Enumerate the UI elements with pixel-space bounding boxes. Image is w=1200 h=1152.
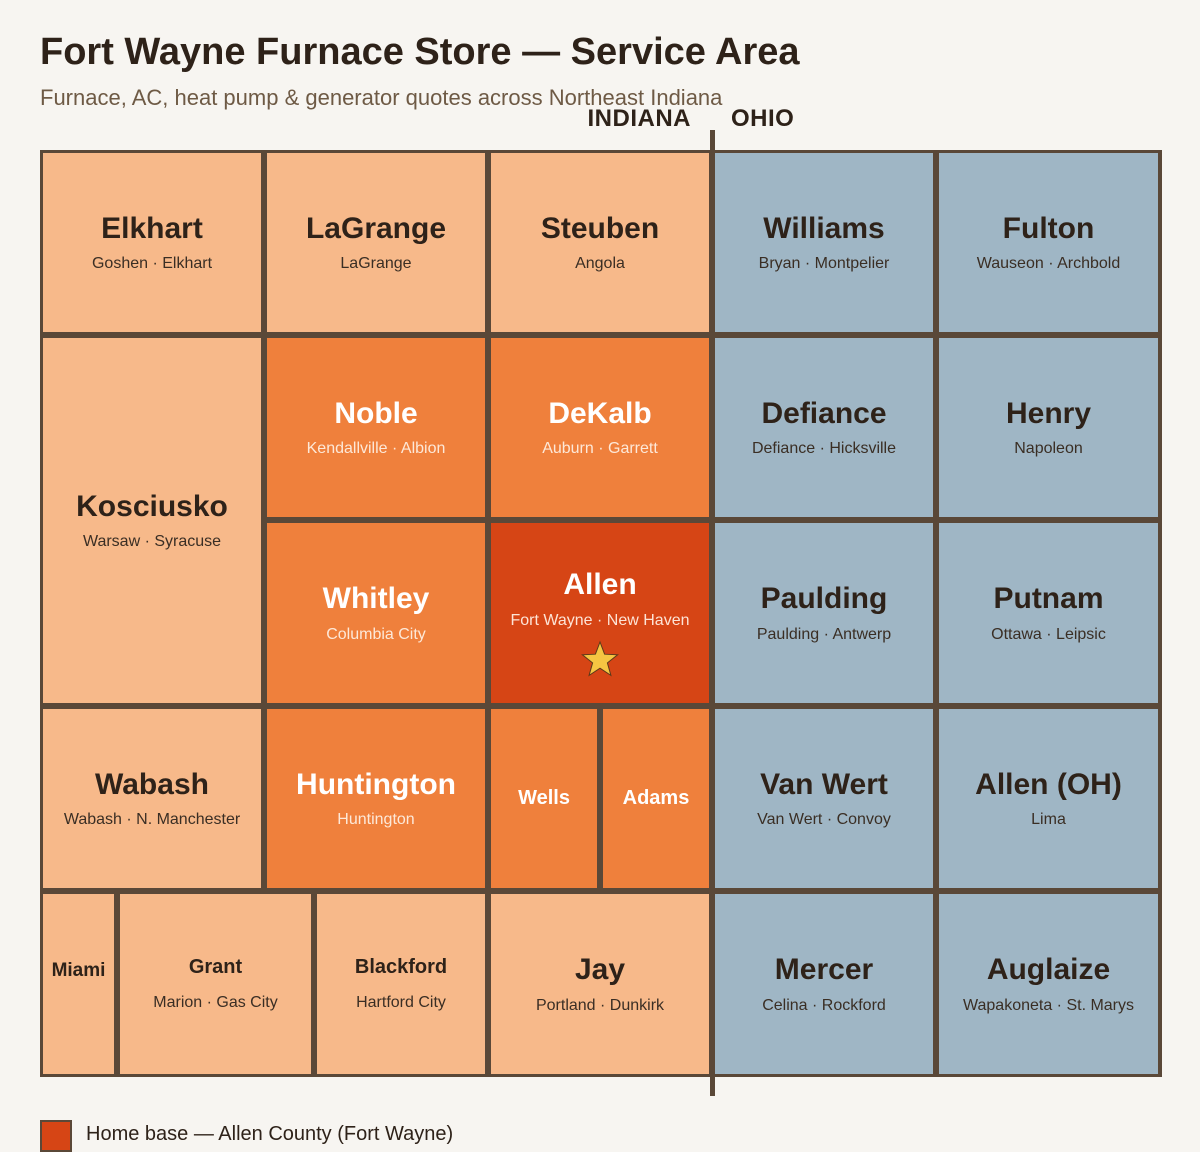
county-name: Mercer	[774, 953, 874, 987]
county-putnam[interactable]: Putnam Ottawa · Leipsic	[939, 523, 1158, 703]
county-mercer[interactable]: Mercer Celina · Rockford	[715, 894, 933, 1074]
page-title: Fort Wayne Furnace Store — Service Area	[40, 31, 800, 73]
county-towns: Kendallville · Albion	[306, 440, 446, 458]
county-name: Wells	[518, 787, 570, 809]
county-towns: Columbia City	[326, 625, 426, 643]
county-van-wert[interactable]: Van Wert Van Wert · Convoy	[715, 709, 933, 888]
county-huntington[interactable]: Huntington Huntington	[267, 709, 485, 888]
county-dekalb[interactable]: DeKalb Auburn · Garrett	[491, 338, 709, 517]
county-towns: Warsaw · Syracuse	[82, 533, 222, 551]
county-blackford[interactable]: Blackford Hartford City	[317, 894, 485, 1074]
county-grant[interactable]: Grant Marion · Gas City	[120, 894, 311, 1074]
county-name: Defiance	[761, 396, 887, 430]
county-defiance[interactable]: Defiance Defiance · Hicksville	[715, 338, 933, 517]
county-name: Allen	[563, 568, 637, 602]
county-name: Henry	[1005, 396, 1092, 430]
page-subtitle: Furnace, AC, heat pump & generator quote…	[40, 85, 723, 110]
county-towns: Portland · Dunkirk	[535, 996, 665, 1014]
county-towns: Auburn · Garrett	[542, 440, 658, 458]
county-name: Grant	[188, 955, 243, 978]
county-name: Adams	[622, 787, 690, 809]
county-kosciusko[interactable]: Kosciusko Warsaw · Syracuse	[43, 338, 261, 703]
state-label-indiana: INDIANA	[587, 105, 691, 132]
county-name: Kosciusko	[76, 489, 228, 523]
county-towns: Marion · Gas City	[153, 993, 278, 1011]
county-elkhart[interactable]: Elkhart Goshen · Elkhart	[43, 153, 261, 332]
county-name: Putnam	[993, 582, 1104, 616]
county-adams[interactable]: Adams	[603, 709, 709, 888]
county-henry[interactable]: Henry Napoleon	[939, 338, 1158, 517]
county-towns: Wapakoneta · St. Marys	[962, 996, 1135, 1014]
county-name: Huntington	[296, 767, 456, 801]
county-towns: Hartford City	[356, 993, 446, 1011]
star-icon	[580, 640, 620, 678]
county-williams[interactable]: Williams Bryan · Montpelier	[715, 153, 933, 332]
county-wells[interactable]: Wells	[491, 709, 597, 888]
county-towns: Van Wert · Convoy	[757, 811, 891, 829]
county-towns: Defiance · Hicksville	[751, 440, 897, 458]
county-allen-oh[interactable]: Allen (OH) Lima	[939, 709, 1158, 888]
legend-swatch	[40, 1120, 72, 1152]
county-name: Wabash	[95, 767, 209, 801]
county-towns: Huntington	[337, 811, 415, 829]
county-paulding[interactable]: Paulding Paulding · Antwerp	[715, 523, 933, 703]
county-name: Blackford	[354, 955, 448, 978]
county-name: DeKalb	[548, 396, 652, 430]
county-allen[interactable]: Allen Fort Wayne · New Haven	[491, 523, 709, 703]
county-towns: Goshen · Elkhart	[91, 255, 213, 273]
county-name: Jay	[574, 953, 626, 987]
county-lagrange[interactable]: LaGrange LaGrange	[267, 153, 485, 332]
county-name: Allen (OH)	[975, 767, 1122, 801]
county-miami[interactable]: Miami	[43, 894, 114, 1074]
county-towns: Napoleon	[1014, 440, 1083, 458]
county-name: Steuben	[540, 211, 660, 245]
county-towns: Bryan · Montpelier	[758, 255, 890, 273]
county-wabash[interactable]: Wabash Wabash · N. Manchester	[43, 709, 261, 888]
county-jay[interactable]: Jay Portland · Dunkirk	[491, 894, 709, 1074]
county-towns: Paulding · Antwerp	[756, 625, 892, 643]
county-name: Van Wert	[760, 767, 888, 801]
legend: Home base — Allen County (Fort Wayne)	[40, 1120, 453, 1152]
county-towns: LaGrange	[340, 255, 412, 273]
county-towns: Lima	[1031, 811, 1066, 829]
county-name: LaGrange	[305, 211, 447, 245]
state-label-ohio: OHIO	[731, 105, 795, 132]
county-name: Fulton	[1002, 211, 1095, 245]
legend-label: Home base — Allen County (Fort Wayne)	[86, 1123, 454, 1145]
county-name: Williams	[763, 211, 885, 245]
county-towns: Wauseon · Archbold	[976, 255, 1121, 273]
county-towns: Celina · Rockford	[762, 996, 886, 1014]
state-border-line	[710, 130, 715, 1096]
county-name: Noble	[334, 396, 418, 430]
county-name: Whitley	[322, 582, 430, 616]
county-name: Paulding	[760, 582, 888, 616]
county-fulton[interactable]: Fulton Wauseon · Archbold	[939, 153, 1158, 332]
county-towns: Wabash · N. Manchester	[63, 811, 241, 829]
county-name: Auglaize	[986, 953, 1111, 987]
county-whitley[interactable]: Whitley Columbia City	[267, 523, 485, 703]
county-name: Miami	[51, 960, 106, 982]
county-steuben[interactable]: Steuben Angola	[491, 153, 709, 332]
county-name: Elkhart	[101, 211, 203, 245]
county-towns: Ottawa · Leipsic	[991, 625, 1106, 643]
county-towns: Fort Wayne · New Haven	[510, 611, 690, 629]
county-auglaize[interactable]: Auglaize Wapakoneta · St. Marys	[939, 894, 1158, 1074]
county-noble[interactable]: Noble Kendallville · Albion	[267, 338, 485, 517]
service-area-map: Elkhart Goshen · Elkhart LaGrange LaGran…	[40, 150, 1162, 1077]
county-towns: Angola	[575, 255, 625, 273]
